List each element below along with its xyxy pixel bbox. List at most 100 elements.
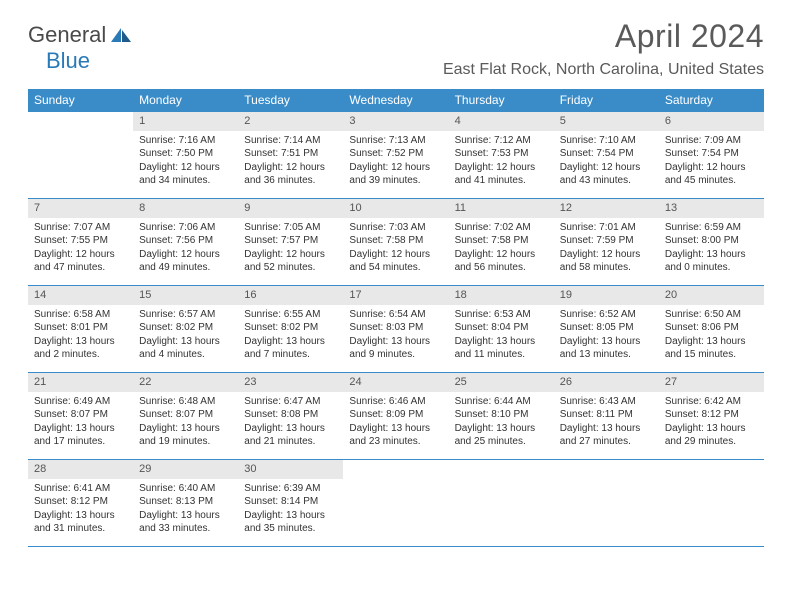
calendar-cell: 21Sunrise: 6:49 AMSunset: 8:07 PMDayligh… xyxy=(28,373,133,459)
cell-body: Sunrise: 6:47 AMSunset: 8:08 PMDaylight:… xyxy=(238,392,343,453)
day-number: 14 xyxy=(28,286,133,305)
daylight-text: Daylight: 13 hours xyxy=(560,335,653,349)
sunset-text: Sunset: 7:51 PM xyxy=(244,147,337,161)
day-number: 12 xyxy=(554,199,659,218)
daylight-text: Daylight: 13 hours xyxy=(455,335,548,349)
daylight-text: and 41 minutes. xyxy=(455,174,548,188)
daylight-text: Daylight: 12 hours xyxy=(244,161,337,175)
calendar-cell: 9Sunrise: 7:05 AMSunset: 7:57 PMDaylight… xyxy=(238,199,343,285)
calendar-cell xyxy=(449,460,554,546)
sunset-text: Sunset: 7:58 PM xyxy=(455,234,548,248)
calendar-cell: 25Sunrise: 6:44 AMSunset: 8:10 PMDayligh… xyxy=(449,373,554,459)
day-number: 18 xyxy=(449,286,554,305)
day-number xyxy=(449,460,554,479)
day-header: Monday xyxy=(133,89,238,112)
sunset-text: Sunset: 8:14 PM xyxy=(244,495,337,509)
sunset-text: Sunset: 8:06 PM xyxy=(665,321,758,335)
sunrise-text: Sunrise: 6:49 AM xyxy=(34,395,127,409)
daylight-text: and 52 minutes. xyxy=(244,261,337,275)
day-header: Saturday xyxy=(659,89,764,112)
calendar-cell: 1Sunrise: 7:16 AMSunset: 7:50 PMDaylight… xyxy=(133,112,238,198)
daylight-text: Daylight: 13 hours xyxy=(139,335,232,349)
daylight-text: Daylight: 12 hours xyxy=(665,161,758,175)
sunset-text: Sunset: 8:07 PM xyxy=(139,408,232,422)
daylight-text: and 7 minutes. xyxy=(244,348,337,362)
sunrise-text: Sunrise: 6:42 AM xyxy=(665,395,758,409)
calendar-cell: 17Sunrise: 6:54 AMSunset: 8:03 PMDayligh… xyxy=(343,286,448,372)
calendar-cell xyxy=(28,112,133,198)
calendar-cell: 5Sunrise: 7:10 AMSunset: 7:54 PMDaylight… xyxy=(554,112,659,198)
daylight-text: Daylight: 12 hours xyxy=(139,161,232,175)
cell-body: Sunrise: 6:39 AMSunset: 8:14 PMDaylight:… xyxy=(238,479,343,540)
cell-body: Sunrise: 7:13 AMSunset: 7:52 PMDaylight:… xyxy=(343,131,448,192)
calendar-cell: 28Sunrise: 6:41 AMSunset: 8:12 PMDayligh… xyxy=(28,460,133,546)
calendar-cell: 14Sunrise: 6:58 AMSunset: 8:01 PMDayligh… xyxy=(28,286,133,372)
sunrise-text: Sunrise: 7:02 AM xyxy=(455,221,548,235)
day-number: 5 xyxy=(554,112,659,131)
sunrise-text: Sunrise: 6:58 AM xyxy=(34,308,127,322)
sunrise-text: Sunrise: 7:13 AM xyxy=(349,134,442,148)
cell-body: Sunrise: 6:46 AMSunset: 8:09 PMDaylight:… xyxy=(343,392,448,453)
sunset-text: Sunset: 7:52 PM xyxy=(349,147,442,161)
daylight-text: and 4 minutes. xyxy=(139,348,232,362)
calendar-cell: 3Sunrise: 7:13 AMSunset: 7:52 PMDaylight… xyxy=(343,112,448,198)
cell-body: Sunrise: 6:49 AMSunset: 8:07 PMDaylight:… xyxy=(28,392,133,453)
calendar-cell: 26Sunrise: 6:43 AMSunset: 8:11 PMDayligh… xyxy=(554,373,659,459)
cell-body: Sunrise: 6:58 AMSunset: 8:01 PMDaylight:… xyxy=(28,305,133,366)
calendar-cell: 7Sunrise: 7:07 AMSunset: 7:55 PMDaylight… xyxy=(28,199,133,285)
calendar-cell: 20Sunrise: 6:50 AMSunset: 8:06 PMDayligh… xyxy=(659,286,764,372)
week-row: 7Sunrise: 7:07 AMSunset: 7:55 PMDaylight… xyxy=(28,199,764,286)
daylight-text: and 35 minutes. xyxy=(244,522,337,536)
calendar-cell: 30Sunrise: 6:39 AMSunset: 8:14 PMDayligh… xyxy=(238,460,343,546)
sunset-text: Sunset: 8:13 PM xyxy=(139,495,232,509)
daylight-text: and 21 minutes. xyxy=(244,435,337,449)
sunset-text: Sunset: 7:56 PM xyxy=(139,234,232,248)
cell-body: Sunrise: 7:09 AMSunset: 7:54 PMDaylight:… xyxy=(659,131,764,192)
week-row: 1Sunrise: 7:16 AMSunset: 7:50 PMDaylight… xyxy=(28,112,764,199)
daylight-text: and 29 minutes. xyxy=(665,435,758,449)
sunset-text: Sunset: 7:57 PM xyxy=(244,234,337,248)
sunrise-text: Sunrise: 7:01 AM xyxy=(560,221,653,235)
week-row: 14Sunrise: 6:58 AMSunset: 8:01 PMDayligh… xyxy=(28,286,764,373)
calendar-cell: 10Sunrise: 7:03 AMSunset: 7:58 PMDayligh… xyxy=(343,199,448,285)
cell-body: Sunrise: 7:10 AMSunset: 7:54 PMDaylight:… xyxy=(554,131,659,192)
sunset-text: Sunset: 8:12 PM xyxy=(665,408,758,422)
cell-body: Sunrise: 6:55 AMSunset: 8:02 PMDaylight:… xyxy=(238,305,343,366)
calendar-cell: 12Sunrise: 7:01 AMSunset: 7:59 PMDayligh… xyxy=(554,199,659,285)
cell-body: Sunrise: 6:44 AMSunset: 8:10 PMDaylight:… xyxy=(449,392,554,453)
day-number: 13 xyxy=(659,199,764,218)
sunset-text: Sunset: 8:12 PM xyxy=(34,495,127,509)
day-header: Thursday xyxy=(449,89,554,112)
calendar-cell: 24Sunrise: 6:46 AMSunset: 8:09 PMDayligh… xyxy=(343,373,448,459)
day-number: 6 xyxy=(659,112,764,131)
daylight-text: and 17 minutes. xyxy=(34,435,127,449)
calendar-cell: 23Sunrise: 6:47 AMSunset: 8:08 PMDayligh… xyxy=(238,373,343,459)
sunset-text: Sunset: 7:50 PM xyxy=(139,147,232,161)
daylight-text: Daylight: 12 hours xyxy=(560,248,653,262)
calendar: SundayMondayTuesdayWednesdayThursdayFrid… xyxy=(28,89,764,547)
day-headers-row: SundayMondayTuesdayWednesdayThursdayFrid… xyxy=(28,89,764,112)
cell-body: Sunrise: 6:59 AMSunset: 8:00 PMDaylight:… xyxy=(659,218,764,279)
cell-body: Sunrise: 7:12 AMSunset: 7:53 PMDaylight:… xyxy=(449,131,554,192)
cell-body: Sunrise: 6:40 AMSunset: 8:13 PMDaylight:… xyxy=(133,479,238,540)
cell-body: Sunrise: 6:57 AMSunset: 8:02 PMDaylight:… xyxy=(133,305,238,366)
day-number: 7 xyxy=(28,199,133,218)
cell-body: Sunrise: 6:41 AMSunset: 8:12 PMDaylight:… xyxy=(28,479,133,540)
calendar-cell xyxy=(554,460,659,546)
weeks-container: 1Sunrise: 7:16 AMSunset: 7:50 PMDaylight… xyxy=(28,112,764,547)
sunrise-text: Sunrise: 7:14 AM xyxy=(244,134,337,148)
daylight-text: and 34 minutes. xyxy=(139,174,232,188)
sunrise-text: Sunrise: 7:07 AM xyxy=(34,221,127,235)
calendar-cell: 29Sunrise: 6:40 AMSunset: 8:13 PMDayligh… xyxy=(133,460,238,546)
day-number: 10 xyxy=(343,199,448,218)
daylight-text: and 0 minutes. xyxy=(665,261,758,275)
daylight-text: Daylight: 12 hours xyxy=(455,161,548,175)
sunset-text: Sunset: 8:02 PM xyxy=(244,321,337,335)
sunset-text: Sunset: 8:10 PM xyxy=(455,408,548,422)
daylight-text: and 49 minutes. xyxy=(139,261,232,275)
daylight-text: Daylight: 13 hours xyxy=(244,335,337,349)
daylight-text: and 25 minutes. xyxy=(455,435,548,449)
calendar-cell: 13Sunrise: 6:59 AMSunset: 8:00 PMDayligh… xyxy=(659,199,764,285)
brand-logo: General Blue xyxy=(28,22,135,74)
sunset-text: Sunset: 7:54 PM xyxy=(560,147,653,161)
